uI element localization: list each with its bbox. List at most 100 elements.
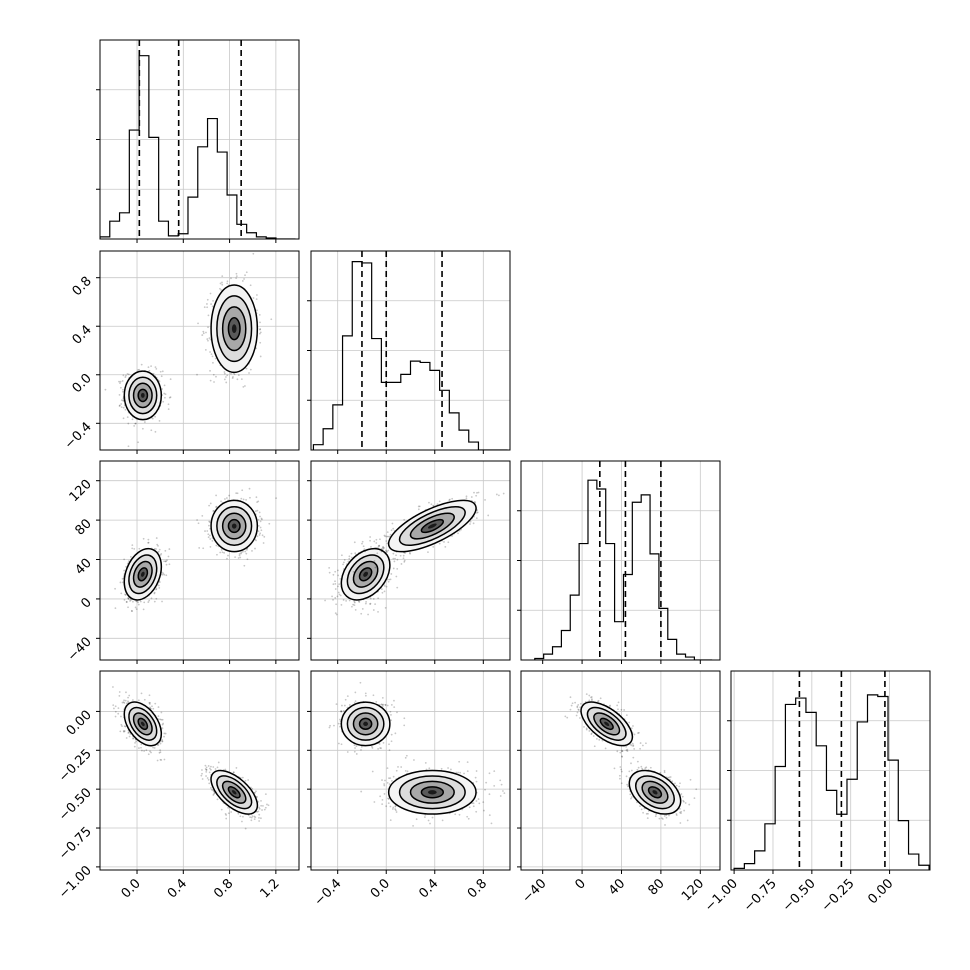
scatter-point [154,366,157,369]
scatter-point [370,545,372,548]
scatter-point [140,746,142,749]
scatter-point [352,603,355,606]
scatter-point [259,321,261,324]
scatter-point [161,573,164,576]
scatter-point [215,506,217,509]
scatter-point [256,535,259,538]
scatter-point [213,381,215,383]
scatter-point [469,520,472,523]
scatter-point [369,536,372,538]
scatter-point [215,505,218,508]
scatter-point [240,497,243,500]
scatter-point [159,758,162,761]
scatter-point [156,759,159,762]
scatter-point [161,388,164,390]
panel-3-0 [100,671,299,870]
scatter-point [121,725,123,728]
scatter-point [156,543,159,546]
scatter-point [220,549,223,551]
scatter-point [164,549,167,552]
scatter-point [133,425,136,427]
scatter-point [233,373,236,376]
scatter-point [235,492,238,495]
scatter-point [374,566,377,569]
scatter-point [164,396,166,399]
scatter-point [167,408,170,411]
scatter-point [256,501,259,503]
scatter-point [258,332,261,335]
scatter-point [123,725,126,727]
scatter-point [392,552,395,555]
scatter-point [254,547,256,550]
scatter-point [352,570,355,573]
contour-line [137,388,149,403]
scatter-point [241,489,244,492]
scatter-point [361,542,363,545]
scatter-point [260,529,263,532]
scatter-point [275,497,278,500]
scatter-point [117,707,120,710]
scatter-point [211,355,214,358]
scatter-point [377,610,379,613]
contour-line [128,376,158,415]
scatter-point [259,526,262,529]
contour-line [409,512,455,540]
scatter-point [148,703,151,705]
scatter-point [223,551,226,554]
scatter-point [255,539,257,542]
contour-line [123,547,163,601]
scatter-point [369,602,372,605]
scatter-point [336,569,339,572]
scatter-point [124,593,126,596]
scatter-point [158,380,161,383]
scatter-point [337,574,340,577]
scatter-point [219,551,222,554]
panel-2-0 [100,461,299,660]
panel-frame [520,460,721,661]
scatter-point [257,500,260,503]
scatter-point [403,518,406,521]
scatter-point [148,369,151,372]
scatter-point [204,530,206,532]
scatter-point [203,306,206,309]
scatter-point [161,718,164,721]
scatter-point [207,533,210,536]
contour-line [216,506,253,546]
scatter-point [158,581,161,584]
scatter-point [207,536,210,539]
scatter-point [380,550,383,553]
scatter-point [129,733,132,735]
scatter-point [409,552,412,555]
scatter-point [154,702,157,705]
scatter-point [377,597,380,600]
scatter-point [114,715,117,718]
scatter-point [476,511,479,514]
scatter-point [149,706,151,709]
scatter-point [245,367,248,370]
scatter-point [161,723,164,726]
scatter-point [380,588,383,591]
scatter-point [163,560,166,563]
scatter-point [473,491,475,494]
scatter-point [342,599,345,601]
scatter-point [384,535,387,538]
panel-frame [99,250,300,451]
scatter-point [342,561,345,564]
scatter-point [257,524,260,527]
scatter-point [206,298,209,301]
scatter-point [360,612,363,615]
scatter-point [364,602,367,605]
scatter-point [114,710,117,713]
scatter-point [215,375,217,378]
scatter-point [163,573,166,576]
y-tick-label: 0 [78,595,94,611]
panel-0-0 [100,40,299,239]
scatter-point [242,386,245,388]
scatter-point [121,380,124,382]
scatter-point [209,379,212,382]
scatter-point [238,553,241,555]
scatter-point [263,535,266,538]
scatter-point [245,548,248,551]
scatter-point [127,560,130,563]
contour-line [346,554,385,595]
